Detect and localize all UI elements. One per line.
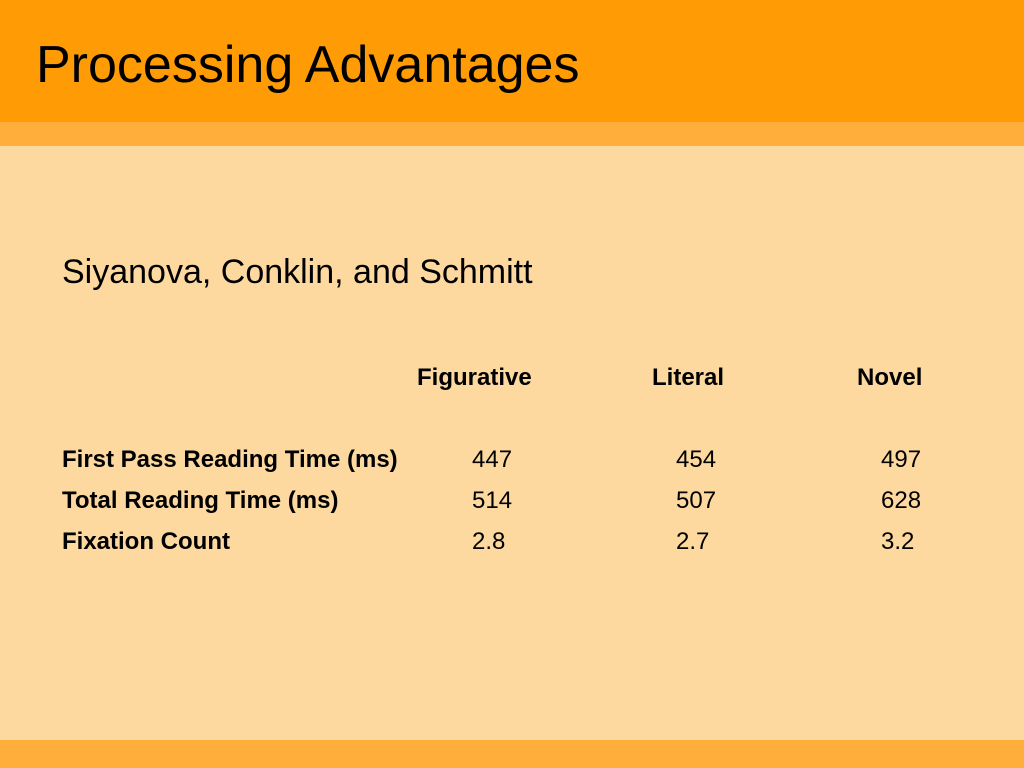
table-cell: 497 (881, 446, 922, 473)
slide-title: Processing Advantages (36, 36, 580, 94)
column-header-literal: Literal (652, 364, 725, 391)
table-cell: 507 (676, 487, 717, 514)
table-cell: 2.7 (676, 528, 710, 555)
table-cell: 3.2 (881, 528, 915, 555)
table-cell: 2.8 (472, 528, 506, 555)
table-cell: 628 (881, 487, 922, 514)
row-label: Fixation Count (62, 528, 230, 555)
row-label: First Pass Reading Time (ms) (62, 446, 398, 473)
table-cell: 454 (676, 446, 717, 473)
column-header-novel: Novel (857, 364, 923, 391)
table-cell: 447 (472, 446, 513, 473)
title-bar: Processing Advantages (0, 0, 1024, 122)
accent-band (0, 122, 1024, 146)
table-cell: 514 (472, 487, 513, 514)
column-header-figurative: Figurative (417, 364, 532, 391)
row-label: Total Reading Time (ms) (62, 487, 339, 514)
slide-subtitle: Siyanova, Conklin, and Schmitt (62, 253, 533, 291)
bottom-band (0, 740, 1024, 768)
